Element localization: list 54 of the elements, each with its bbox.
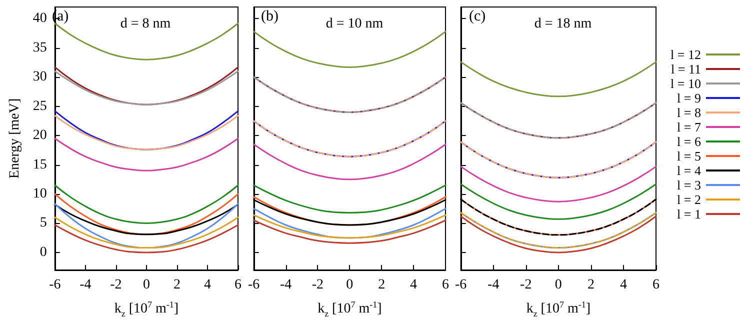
y-tick-label: 10 — [32, 186, 47, 202]
line-series — [54, 193, 239, 236]
x-tick-label: -2 — [110, 278, 122, 292]
y-tick-label: 5 — [40, 216, 47, 231]
y-tick-label: 15 — [32, 157, 47, 172]
x-tick-label: -2 — [520, 278, 532, 292]
y-tick-label: 25 — [32, 98, 47, 114]
x-tick-label: 0 — [142, 278, 150, 292]
text: d = 10 nm — [326, 16, 384, 32]
line-series — [54, 224, 239, 254]
text: d = 18 nm — [534, 16, 592, 32]
x-tick-label: 2 — [173, 278, 180, 292]
y-tick-label: 40 — [32, 11, 47, 26]
y-axis-title: Energy [meV] — [8, 98, 22, 179]
x-tick-label: -4 — [80, 278, 92, 292]
x-tick-label: 4 — [410, 278, 418, 292]
x-tick-label: 2 — [587, 278, 594, 292]
x-tick-label: -6 — [49, 278, 61, 292]
legend-label: l = 3 — [677, 178, 701, 192]
x-tick-label: -6 — [248, 278, 260, 292]
legend-label: l = 10 — [670, 76, 701, 91]
legend-label: l = 8 — [677, 105, 701, 120]
legend-label: l = 1 — [677, 206, 701, 222]
legend-label: l = 9 — [677, 90, 701, 106]
x-tick-label: -2 — [312, 278, 324, 292]
x-tick-label: 6 — [442, 278, 449, 292]
line-series — [54, 184, 239, 224]
x-tick-label: -4 — [280, 278, 292, 292]
x-tick-label: 6 — [234, 278, 242, 292]
x-tick-label: 0 — [554, 278, 562, 292]
y-tick-label: 20 — [32, 128, 47, 144]
legend-label: l = 6 — [677, 134, 702, 149]
x-tick-label: -6 — [454, 278, 467, 292]
y-tick-label: 35 — [32, 40, 47, 56]
legend-label: l = 4 — [677, 163, 702, 178]
legend-label: l = 12 — [670, 47, 701, 62]
x-tick-label: 0 — [346, 278, 354, 292]
y-tick-label: 0 — [40, 244, 47, 260]
x-tick-label: -4 — [488, 278, 500, 292]
legend-label: l = 11 — [671, 62, 701, 76]
annotation: (c) — [469, 8, 486, 24]
legend-label: l = 5 — [677, 148, 701, 164]
x-tick-label: 6 — [652, 278, 660, 292]
legend-label: l = 2 — [677, 192, 701, 207]
line-series — [54, 138, 239, 172]
text: d = 8 nm — [120, 16, 171, 32]
line-series — [54, 216, 239, 249]
legend-label: l = 7 — [677, 120, 702, 134]
line-series — [54, 203, 239, 249]
annotation: (b) — [261, 8, 278, 24]
x-tick-label: 4 — [204, 278, 211, 292]
y-tick-label: 30 — [32, 70, 47, 85]
x-tick-label: 4 — [620, 278, 627, 292]
x-tick-label: 2 — [378, 278, 386, 292]
